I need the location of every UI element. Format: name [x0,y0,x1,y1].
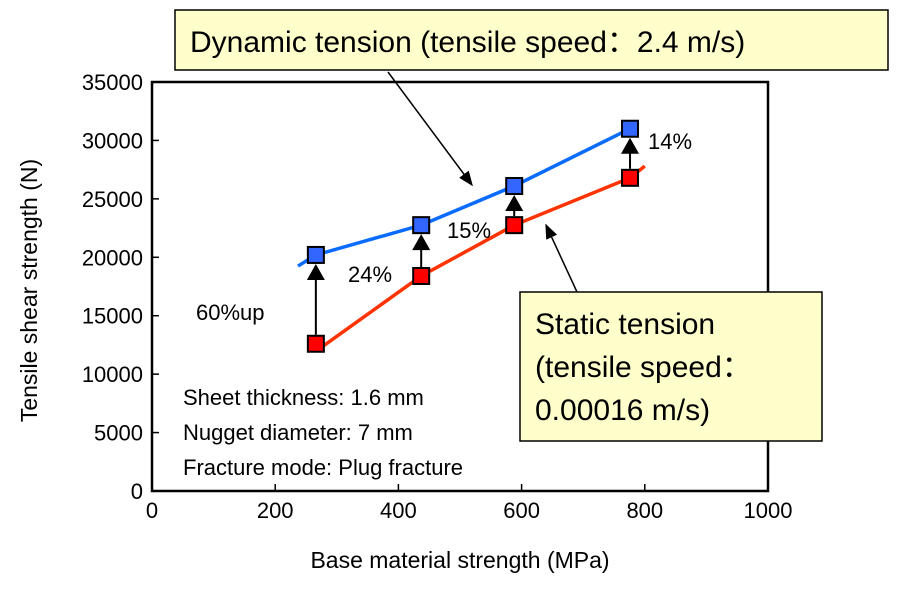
y-tick-label: 0 [131,479,143,504]
increase-label: 14% [648,129,692,154]
y-tick-label: 5000 [94,421,143,446]
y-tick-label: 30000 [82,128,143,153]
x-tick-label: 200 [257,498,294,523]
condition-text: Sheet thickness: 1.6 mm [183,385,424,410]
y-tick-label: 25000 [82,187,143,212]
increase-label: 60%up [196,300,265,325]
y-axis-label: Tensile shear strength (N) [16,159,42,422]
plot-frame [150,80,770,493]
y-tick-label: 15000 [82,304,143,329]
static-point [505,216,524,235]
condition-text: Fracture mode: Plug fracture [183,455,463,480]
increase-arrow-head [505,195,524,212]
increase-label: 15% [447,218,491,243]
x-tick-label: 1000 [744,498,793,523]
dynamic-point [412,216,431,235]
static-point [621,168,640,187]
increase-arrow-head [412,234,431,251]
dynamic-point [621,119,640,138]
static-callout-text: 0.00016 m/s) [535,394,710,427]
dynamic-point [505,177,524,196]
static-point [306,334,325,353]
increase-arrow-head [621,137,640,154]
dynamic-callout-box [174,9,889,71]
increase-label: 24% [348,262,392,287]
x-tick-label: 800 [626,498,663,523]
static-callout-arrow [545,223,578,293]
y-tick-label: 10000 [82,362,143,387]
dynamic-callout-text: Dynamic tension (tensile speed：2.4 m/s) [190,26,745,59]
static-callout-box [519,291,823,442]
dynamic-callout-arrow [387,71,473,187]
y-tick-label: 35000 [82,70,143,95]
x-tick-label: 600 [503,498,540,523]
condition-text: Nugget diameter: 7 mm [183,420,413,445]
x-axis-label: Base material strength (MPa) [310,547,609,573]
increase-arrow-head [306,263,325,280]
static-callout-text: Static tension [535,308,715,341]
y-tick-label: 20000 [82,245,143,270]
dynamic-point [306,245,325,264]
x-tick-label: 400 [380,498,417,523]
static-point [412,266,431,285]
static-callout-text: (tensile speed： [535,351,752,384]
x-tick-label: 0 [146,498,158,523]
